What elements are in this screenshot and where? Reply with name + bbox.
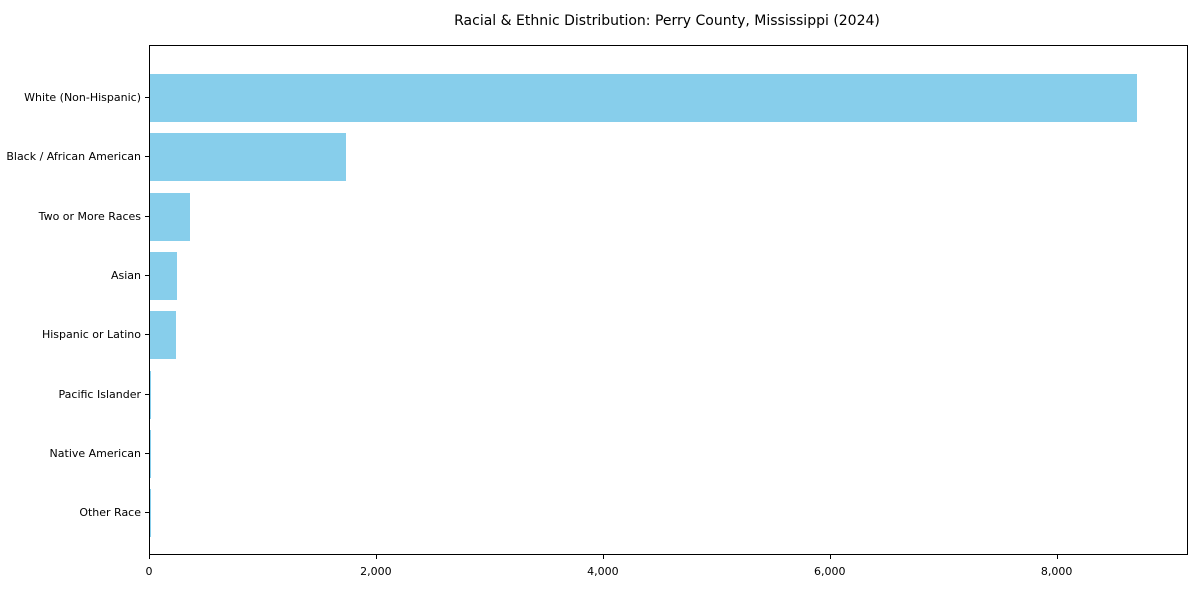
x-tick-mark bbox=[602, 555, 604, 559]
bar bbox=[150, 370, 152, 419]
category-label: Native American bbox=[49, 446, 141, 460]
x-tick-label: 2,000 bbox=[360, 565, 392, 578]
y-tick-mark bbox=[145, 274, 149, 276]
y-tick-mark bbox=[145, 512, 149, 514]
y-tick-mark bbox=[145, 215, 149, 217]
y-tick-mark bbox=[145, 156, 149, 158]
x-tick-label: 4,000 bbox=[587, 565, 619, 578]
x-tick-label: 6,000 bbox=[813, 565, 846, 578]
y-tick-mark bbox=[145, 452, 149, 454]
bar bbox=[150, 74, 1138, 122]
plot-area bbox=[149, 45, 1188, 555]
category-label: Two or More Races bbox=[38, 209, 141, 223]
bar bbox=[150, 133, 347, 182]
x-tick-label: 8,000 bbox=[1040, 565, 1073, 578]
x-tick-mark bbox=[149, 555, 150, 559]
chart-title: Racial & Ethnic Distribution: Perry Coun… bbox=[454, 13, 880, 29]
category-label: White (Non-Hispanic) bbox=[24, 91, 141, 104]
category-label: Pacific Islander bbox=[58, 387, 141, 401]
bar bbox=[150, 251, 178, 300]
y-tick-mark bbox=[145, 334, 149, 336]
bar bbox=[150, 192, 191, 241]
y-tick-mark bbox=[145, 97, 149, 98]
y-tick-mark bbox=[145, 393, 149, 395]
x-tick-mark bbox=[375, 555, 377, 559]
x-tick-mark bbox=[829, 555, 831, 559]
x-tick-label: 0 bbox=[145, 565, 153, 578]
category-label: Other Race bbox=[79, 506, 141, 520]
category-label: Black / African American bbox=[6, 150, 141, 164]
category-label: Asian bbox=[110, 268, 141, 282]
category-label: Hispanic or Latino bbox=[41, 328, 141, 342]
bar bbox=[150, 311, 176, 360]
x-tick-mark bbox=[1056, 555, 1058, 559]
